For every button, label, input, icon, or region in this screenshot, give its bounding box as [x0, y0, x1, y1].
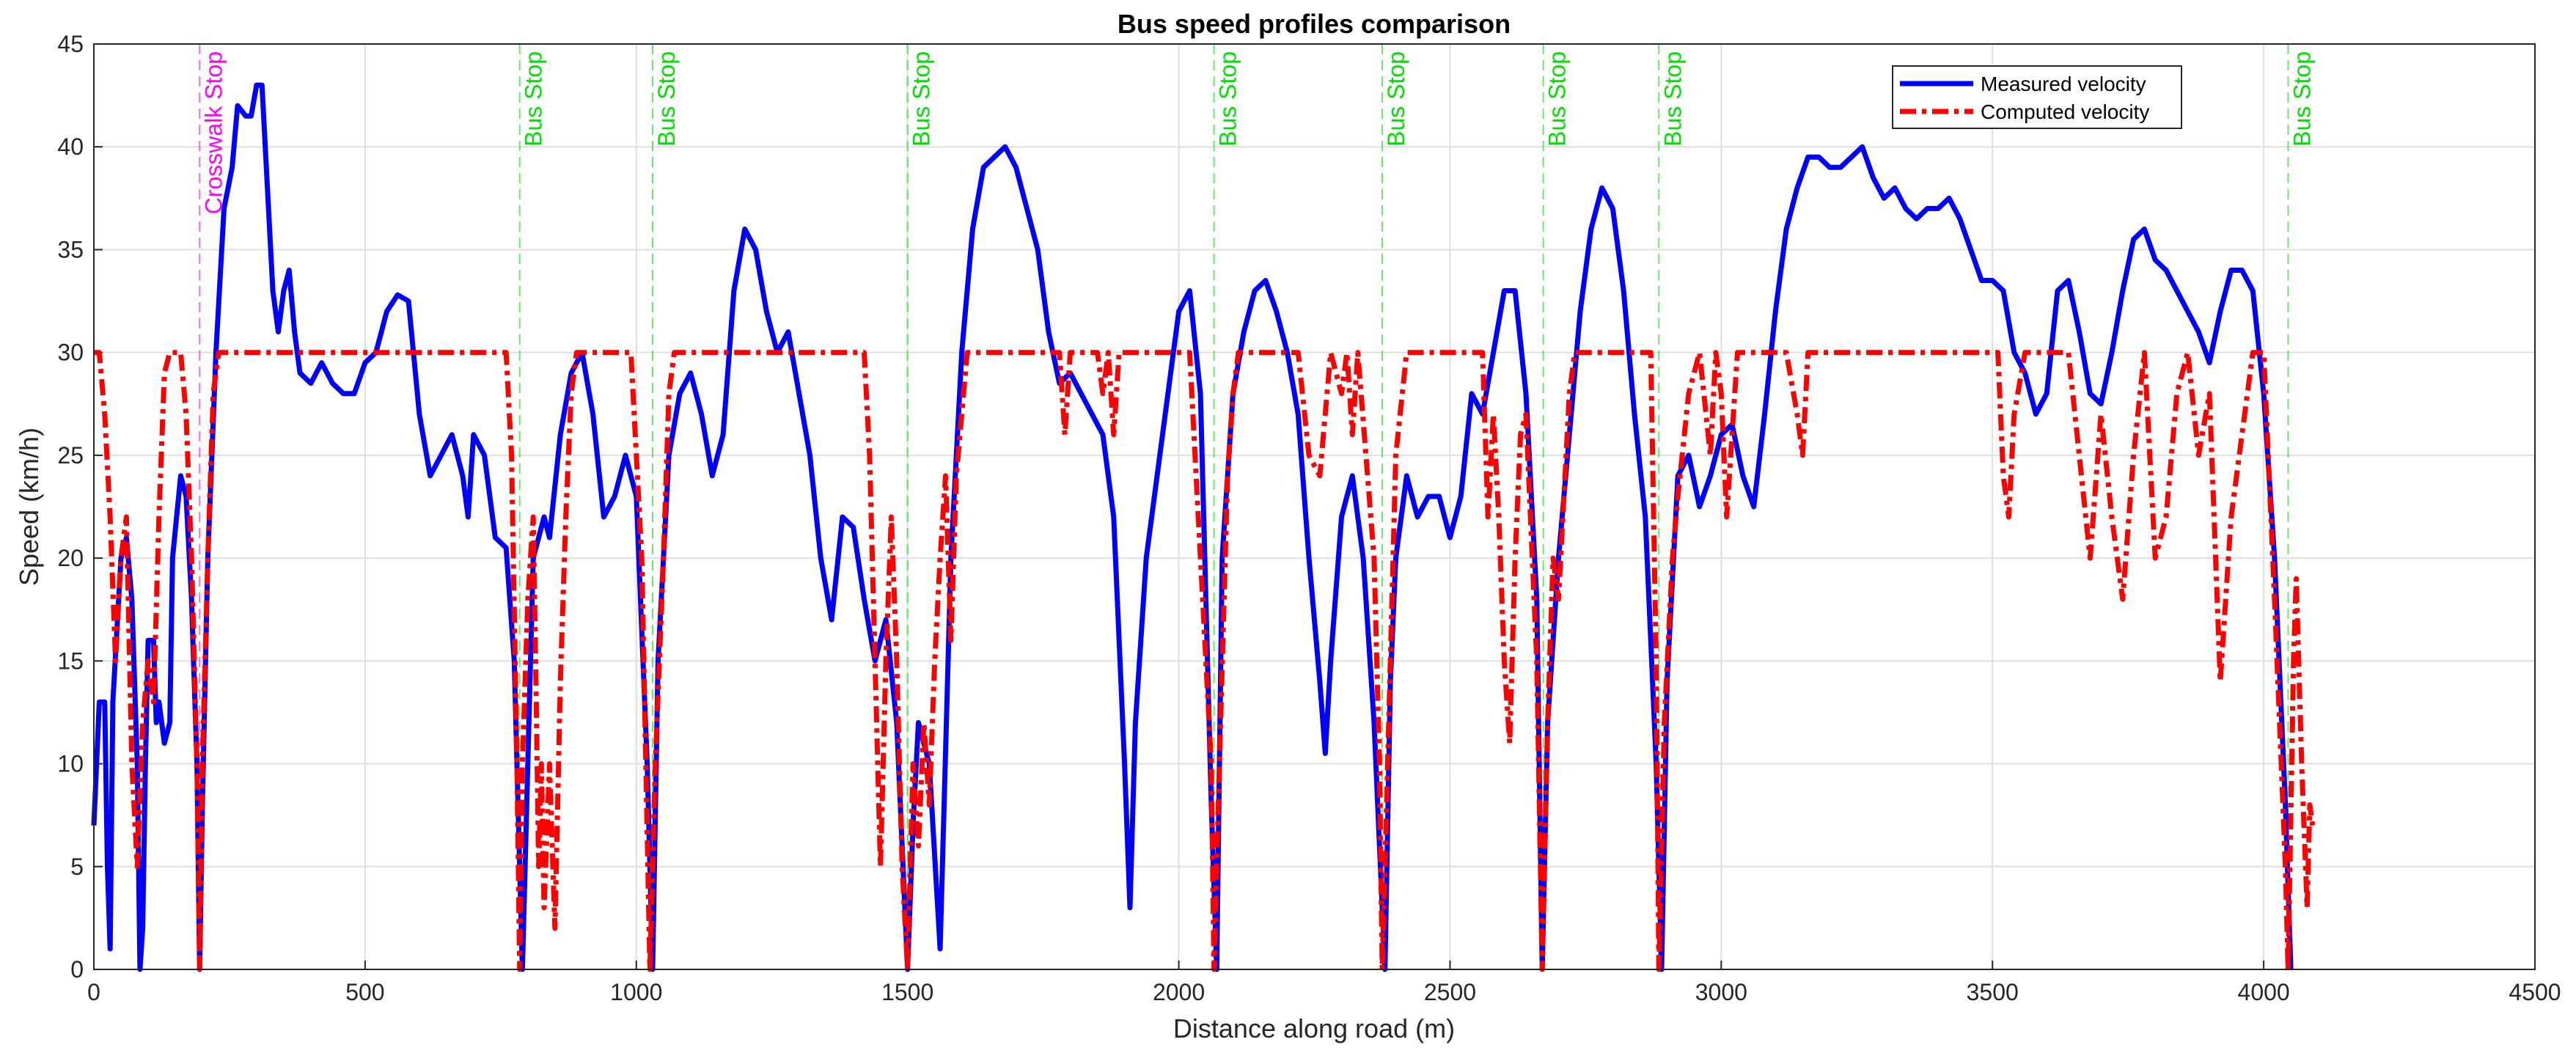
x-tick-label: 1000 [610, 979, 662, 1005]
y-tick-label: 25 [57, 442, 84, 469]
x-tick-label: 500 [345, 979, 384, 1005]
y-tick-label: 10 [57, 751, 84, 777]
annotation-label: Bus Stop [1544, 51, 1571, 147]
annotation-label: Bus Stop [1383, 51, 1409, 147]
y-axis-label: Speed (km/h) [14, 428, 44, 586]
y-tick-label: 0 [70, 956, 84, 983]
series-line [91, 82, 2294, 972]
x-tick-label: 3000 [1695, 979, 1747, 1005]
annotation-label: Bus Stop [653, 51, 680, 147]
legend-label: Measured velocity [1981, 73, 2146, 95]
x-tick-label: 1500 [881, 979, 933, 1005]
x-tick-label: 3500 [1967, 979, 2019, 1005]
x-tick-label: 4000 [2238, 979, 2290, 1005]
y-tick-label: 40 [57, 133, 84, 160]
legend-box [1892, 65, 2182, 129]
annotation-label: Bus Stop [1659, 51, 1686, 147]
y-tick-label: 35 [57, 236, 84, 263]
y-tick-label: 5 [70, 854, 84, 880]
plot-frame [93, 43, 2536, 970]
annotation-label: Bus Stop [521, 51, 547, 147]
y-tick-label: 20 [57, 545, 84, 571]
y-tick-label: 30 [57, 340, 84, 366]
annotation-label: Bus Stop [1215, 51, 1241, 147]
x-axis-label: Distance along road (m) [1173, 1013, 1455, 1043]
x-tick-label: 2500 [1424, 979, 1476, 1005]
annotation-label: Bus Stop [2289, 51, 2315, 147]
x-tick-label: 4500 [2509, 979, 2561, 1005]
series-line [94, 350, 2316, 972]
annotation-label: Crosswalk Stop [200, 51, 227, 214]
legend-label: Computed velocity [1981, 100, 2149, 123]
y-tick-label: 15 [57, 647, 84, 674]
x-tick-label: 0 [87, 979, 100, 1005]
x-tick-label: 2000 [1153, 979, 1205, 1005]
chart-title: Bus speed profiles comparison [1118, 9, 1511, 39]
annotation-label: Bus Stop [909, 51, 935, 147]
y-tick-label: 45 [57, 31, 84, 57]
